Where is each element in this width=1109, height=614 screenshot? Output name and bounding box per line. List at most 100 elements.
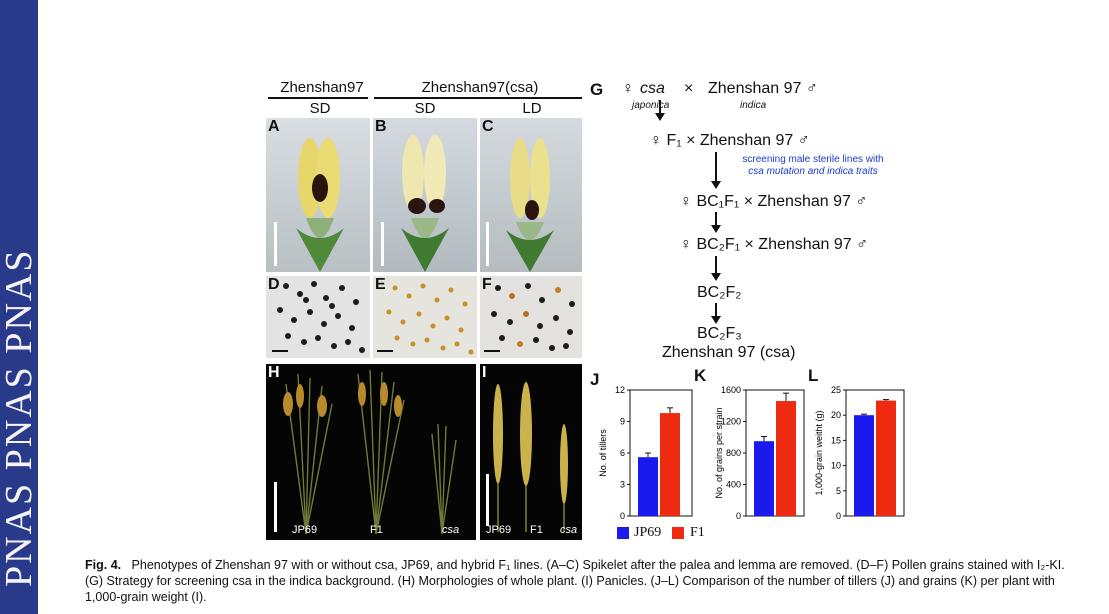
y-tick-label: 25	[831, 385, 841, 395]
label-i-f1: F1	[530, 524, 543, 536]
scale-bar	[274, 482, 277, 532]
y-tick-label: 800	[726, 448, 741, 458]
header-zhenshan97-csa: Zhenshan97(csa)	[421, 79, 539, 96]
flow-bc2f1-row: ♀ BC₂F₁ × Zhenshan 97 ♂	[680, 236, 869, 253]
y-axis-label: 1,000-grain weitht (g)	[814, 410, 824, 495]
panel-i-photo: JP69 F1 csa	[480, 364, 582, 540]
flow-bc2f3: BC₂F₃	[697, 325, 742, 342]
panicle-illustration	[493, 382, 568, 532]
spikelet-illustration	[506, 138, 554, 272]
y-tick-label: 0	[836, 511, 841, 521]
bar-jp69	[638, 457, 658, 516]
bar-f1	[876, 400, 896, 516]
y-tick-label: 1200	[721, 417, 741, 427]
header-sd-2: SD	[414, 100, 436, 117]
pollen-dots	[277, 281, 365, 353]
y-axis-label: No. of grains per strain	[714, 407, 724, 498]
y-tick-label: 400	[726, 480, 741, 490]
panel-f-photo	[480, 276, 582, 358]
panel-label-b: B	[375, 118, 387, 135]
y-axis-label: No. of tillers	[598, 429, 608, 477]
pollen-dots	[386, 283, 474, 355]
y-tick-label: 6	[620, 448, 625, 458]
scale-bar	[381, 222, 384, 266]
figure-caption: Fig. 4. Phenotypes of Zhenshan 97 with o…	[85, 557, 1085, 605]
bar-jp69	[854, 415, 874, 516]
y-tick-label: 1600	[721, 385, 741, 395]
panel-c-photo	[480, 118, 582, 272]
panel-e-photo	[373, 276, 477, 358]
flow-arrow-1	[659, 100, 661, 114]
panel-label-i: I	[482, 364, 487, 381]
legend-swatch-f1	[672, 527, 684, 539]
y-tick-label: 12	[615, 385, 625, 395]
plot-frame	[845, 389, 905, 517]
y-tick-label: 9	[620, 417, 625, 427]
panel-label-j: J	[590, 370, 600, 389]
sidebar-watermark: PNAS PNAS PNAS	[0, 248, 38, 587]
bar-f1	[776, 401, 796, 516]
flow-arrow-2	[715, 152, 717, 182]
y-tick-label: 3	[620, 480, 625, 490]
flow-screening-note-2: csa mutation and indica traits	[748, 166, 878, 177]
panel-label-e: E	[375, 276, 386, 293]
flow-japonica: japonica	[632, 100, 670, 111]
flow-bc1f1-row: ♀ BC₁F₁ × Zhenshan 97 ♂	[680, 193, 868, 210]
caption-text: Phenotypes of Zhenshan 97 with or withou…	[85, 558, 1065, 604]
whole-plant-illustration	[283, 369, 457, 535]
y-tick-label: 15	[831, 435, 841, 445]
bar-jp69	[754, 441, 774, 516]
spikelet-illustration	[401, 135, 449, 272]
flow-arrowhead-5	[711, 316, 721, 324]
flow-arrow-4	[715, 256, 717, 274]
header-rule-1	[268, 97, 368, 99]
flow-female-symbol: ♀	[622, 80, 634, 97]
label-h-f1: F1	[370, 524, 383, 536]
flow-bc2f2: BC₂F₂	[697, 284, 742, 301]
header-sd-1: SD	[309, 100, 331, 117]
flow-indica: indica	[740, 100, 767, 111]
label-i-csa: csa	[560, 524, 578, 536]
panel-a-photo	[266, 118, 370, 272]
bar-f1	[660, 413, 680, 516]
scale-bar	[274, 222, 277, 266]
flow-final-line: Zhenshan 97 (csa)	[662, 344, 796, 361]
panel-label-g: G	[590, 80, 604, 99]
y-tick-label: 20	[831, 410, 841, 420]
label-i-jp69: JP69	[486, 524, 512, 536]
header-ld: LD	[522, 100, 542, 117]
panel-label-k: K	[694, 366, 707, 385]
flow-arrowhead-2	[711, 181, 721, 189]
panel-label-c: C	[482, 118, 494, 135]
panel-label-h: H	[268, 364, 280, 381]
legend-label-jp69: JP69	[634, 525, 662, 540]
spikelet-illustration	[296, 138, 344, 272]
caption-figure-number: Fig. 4.	[85, 558, 122, 572]
y-tick-label: 0	[736, 511, 741, 521]
panel-b-photo	[373, 118, 477, 272]
y-tick-label: 0	[620, 511, 625, 521]
chart-k: 0 400 800 1200 1600 No. of grains per strain	[714, 385, 805, 521]
label-h-jp69: JP69	[292, 524, 318, 536]
panel-label-a: A	[268, 118, 280, 135]
scale-bar	[484, 350, 500, 352]
legend-swatch-jp69	[617, 527, 629, 539]
y-tick-label: 10	[831, 461, 841, 471]
flow-csa: csa	[640, 80, 665, 97]
panel-h-photo: JP69 F1 csa	[266, 364, 476, 540]
flow-male-zhenshan: Zhenshan 97 ♂	[708, 80, 818, 97]
legend-label-f1: F1	[690, 525, 705, 540]
flow-arrow-3	[715, 212, 717, 226]
flow-arrowhead-3	[711, 225, 721, 233]
pollen-dots	[491, 283, 575, 351]
flow-cross: ×	[684, 80, 694, 97]
flow-f1-row: ♀ F₁ × Zhenshan 97 ♂	[650, 132, 810, 149]
flow-arrowhead-1	[655, 113, 665, 121]
header-rule-2	[374, 97, 582, 99]
panel-label-f: F	[482, 276, 492, 293]
y-tick-label: 5	[836, 486, 841, 496]
panel-label-d: D	[268, 276, 280, 293]
scale-bar	[377, 350, 393, 352]
panel-d-photo	[266, 276, 370, 358]
scale-bar	[272, 350, 288, 352]
